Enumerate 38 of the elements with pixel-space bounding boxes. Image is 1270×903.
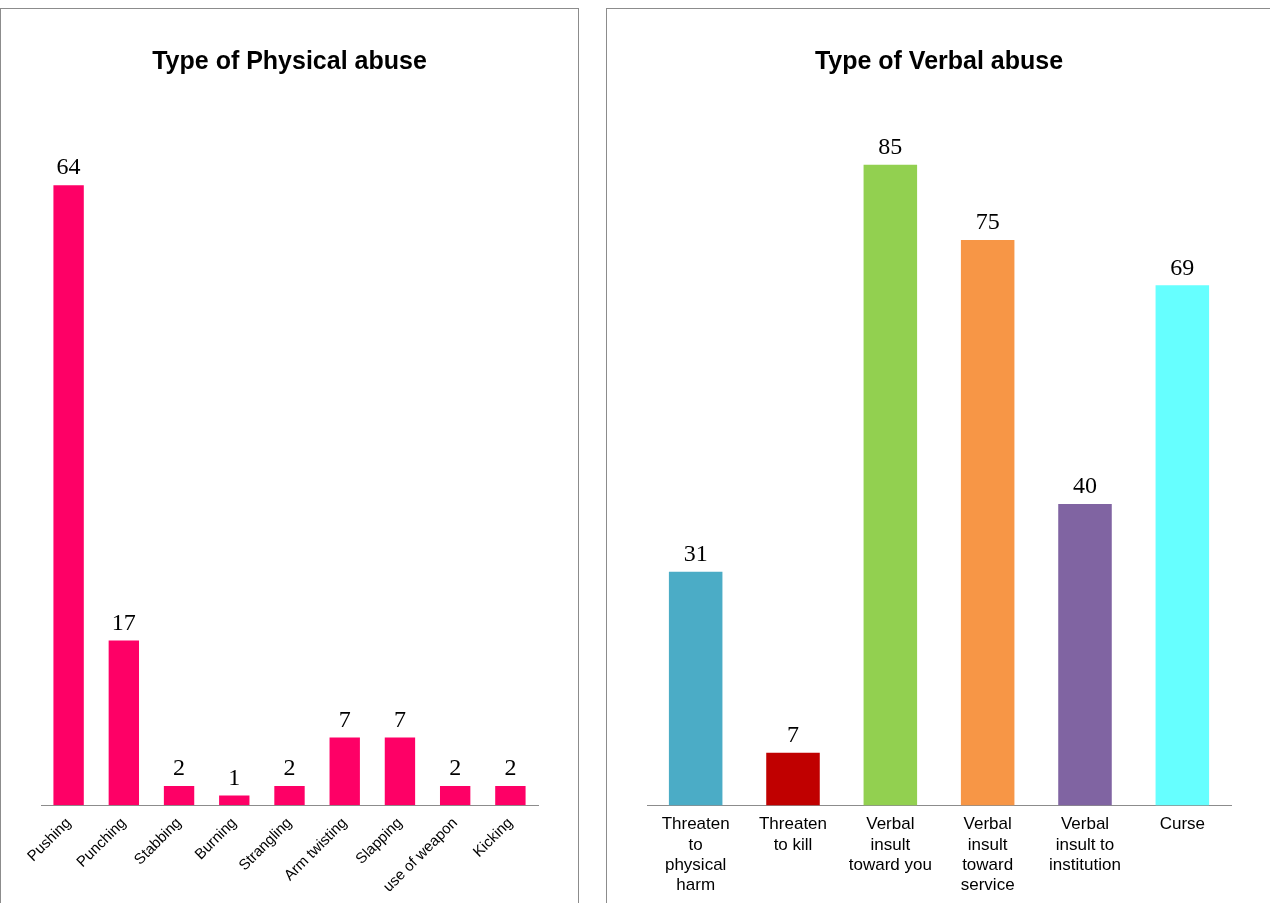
data-label: 64 <box>56 153 81 180</box>
bar <box>439 785 471 806</box>
bar <box>163 785 195 806</box>
x-tick-label: Curse <box>1159 814 1206 834</box>
x-tick-label: Threaten to kill <box>758 814 828 854</box>
data-label: 7 <box>787 720 799 747</box>
chart-title: Type of Physical abuse <box>152 45 427 74</box>
x-tick-label: Verbal insult to institution <box>1049 814 1121 875</box>
data-label: 2 <box>449 754 462 781</box>
data-label: 2 <box>283 754 296 781</box>
x-tick-label: Verbal insult toward service <box>960 814 1015 895</box>
bar <box>329 737 360 806</box>
bar <box>1058 503 1112 806</box>
bar <box>766 752 820 806</box>
data-label: 31 <box>683 540 708 567</box>
data-label: 40 <box>1073 472 1097 499</box>
bar <box>1155 285 1210 806</box>
bar <box>108 640 140 806</box>
data-label: 1 <box>228 763 241 790</box>
x-tick-label: Verbal insult toward you <box>848 814 932 875</box>
x-tick-label: Threaten to physical harm <box>661 814 730 895</box>
data-label: 75 <box>975 208 1000 235</box>
data-label: 69 <box>1170 253 1195 280</box>
data-label: 2 <box>173 754 186 781</box>
chart-title: Type of Verbal abuse <box>814 45 1064 74</box>
bar <box>384 737 416 806</box>
bar <box>53 185 84 806</box>
bar <box>495 785 526 806</box>
data-label: 17 <box>111 608 136 635</box>
bar <box>219 795 250 806</box>
bar <box>863 164 918 806</box>
data-label: 7 <box>393 705 406 732</box>
data-label: 7 <box>338 705 351 732</box>
bar <box>274 785 305 806</box>
bar <box>668 571 723 806</box>
data-label: 2 <box>504 754 517 781</box>
data-label: 85 <box>878 132 903 159</box>
bar <box>960 240 1015 806</box>
